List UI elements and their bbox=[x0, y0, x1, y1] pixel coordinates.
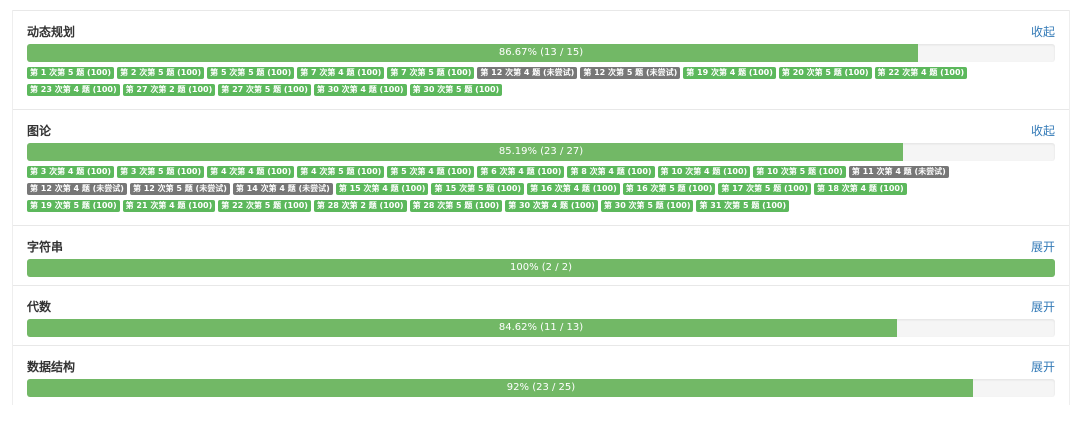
problem-badge[interactable]: 第 4 次第 5 题 (100) bbox=[297, 166, 385, 178]
problem-badge[interactable]: 第 16 次第 5 题 (100) bbox=[622, 183, 716, 195]
progress-label: 84.62% (11 / 13) bbox=[498, 322, 584, 333]
problem-badge[interactable]: 第 22 次第 5 题 (100) bbox=[218, 200, 311, 212]
progress-label: 86.67% (13 / 15) bbox=[498, 47, 584, 58]
progress-fill bbox=[27, 319, 897, 337]
problem-badge[interactable]: 第 18 次第 4 题 (100) bbox=[814, 183, 907, 195]
problem-badge[interactable]: 第 3 次第 4 题 (100) bbox=[27, 166, 115, 178]
problem-badge[interactable]: 第 19 次第 5 题 (100) bbox=[27, 200, 120, 212]
progress-fill bbox=[27, 143, 903, 161]
progress-label: 85.19% (23 / 27) bbox=[498, 146, 584, 157]
problem-badge[interactable]: 第 30 次第 5 题 (100) bbox=[600, 200, 694, 212]
problem-badge[interactable]: 第 28 次第 5 题 (100) bbox=[409, 200, 503, 212]
section-header: 字符串 展开 bbox=[27, 236, 1055, 256]
progress-bar: 86.67% (13 / 15) bbox=[27, 44, 1055, 62]
problem-badge[interactable]: 第 5 次第 4 题 (100) bbox=[387, 166, 475, 178]
problem-badge[interactable]: 第 30 次第 4 题 (100) bbox=[505, 200, 598, 212]
problem-badges: 第 3 次第 4 题 (100) 第 3 次第 5 题 (100) 第 4 次第 4… bbox=[27, 166, 1055, 217]
section-title: 字符串 bbox=[27, 239, 64, 254]
problem-badge[interactable]: 第 11 次第 4 题 (未尝试) bbox=[848, 166, 949, 178]
progress-label: 100% (2 / 2) bbox=[509, 262, 573, 273]
problem-badge[interactable]: 第 2 次第 5 题 (100) bbox=[117, 67, 205, 79]
section-header: 数据结构 展开 bbox=[27, 356, 1055, 376]
progress-bar: 92% (23 / 25) bbox=[27, 379, 1055, 397]
problem-badge[interactable]: 第 8 次第 4 题 (100) bbox=[567, 166, 655, 178]
progress-bar: 85.19% (23 / 27) bbox=[27, 143, 1055, 161]
problem-badge[interactable]: 第 1 次第 5 题 (100) bbox=[27, 67, 115, 79]
problem-badge[interactable]: 第 6 次第 4 题 (100) bbox=[477, 166, 565, 178]
toggle-link[interactable]: 收起 bbox=[1030, 24, 1055, 39]
problem-badge[interactable]: 第 3 次第 5 题 (100) bbox=[117, 166, 205, 178]
problem-badge[interactable]: 第 27 次第 2 题 (100) bbox=[122, 84, 216, 96]
section-header: 图论 收起 bbox=[27, 120, 1055, 140]
progress-label: 92% (23 / 25) bbox=[506, 382, 576, 393]
problem-badge[interactable]: 第 23 次第 4 题 (100) bbox=[27, 84, 120, 96]
problem-badge[interactable]: 第 15 次第 5 题 (100) bbox=[431, 183, 525, 195]
toggle-link[interactable]: 展开 bbox=[1030, 239, 1055, 254]
topic-section: 数据结构 展开 92% (23 / 25) bbox=[13, 345, 1069, 405]
problem-badge[interactable]: 第 16 次第 4 题 (100) bbox=[527, 183, 620, 195]
progress-fill bbox=[27, 259, 1055, 277]
topic-section: 图论 收起 85.19% (23 / 27) 第 3 次第 4 题 (100) 第 … bbox=[13, 109, 1069, 225]
progress-fill bbox=[27, 379, 973, 397]
problem-badges: 第 1 次第 5 题 (100) 第 2 次第 5 题 (100) 第 5 次第 5… bbox=[27, 67, 1055, 101]
problem-badge[interactable]: 第 12 次第 5 题 (未尝试) bbox=[580, 67, 681, 79]
section-header: 代数 展开 bbox=[27, 296, 1055, 316]
section-header: 动态规划 收起 bbox=[27, 21, 1055, 41]
problem-badge[interactable]: 第 15 次第 4 题 (100) bbox=[335, 183, 429, 195]
problem-badge[interactable]: 第 21 次第 4 题 (100) bbox=[122, 200, 216, 212]
problem-badge[interactable]: 第 17 次第 5 题 (100) bbox=[718, 183, 812, 195]
problem-badge[interactable]: 第 22 次第 4 题 (100) bbox=[874, 67, 968, 79]
toggle-link[interactable]: 收起 bbox=[1030, 123, 1055, 138]
problem-badge[interactable]: 第 12 次第 4 题 (未尝试) bbox=[477, 67, 578, 79]
topic-progress-list: 动态规划 收起 86.67% (13 / 15) 第 1 次第 5 题 (100)… bbox=[12, 10, 1070, 405]
problem-badge[interactable]: 第 12 次第 5 题 (未尝试) bbox=[129, 183, 230, 195]
problem-badge[interactable]: 第 28 次第 2 题 (100) bbox=[313, 200, 407, 212]
problem-badge[interactable]: 第 14 次第 4 题 (未尝试) bbox=[232, 183, 333, 195]
section-title: 数据结构 bbox=[27, 359, 76, 374]
toggle-link[interactable]: 展开 bbox=[1030, 359, 1055, 374]
topic-section: 代数 展开 84.62% (11 / 13) bbox=[13, 285, 1069, 345]
toggle-link[interactable]: 展开 bbox=[1030, 299, 1055, 314]
problem-badge[interactable]: 第 5 次第 5 题 (100) bbox=[207, 67, 295, 79]
problem-badge[interactable]: 第 7 次第 4 题 (100) bbox=[297, 67, 385, 79]
problem-badge[interactable]: 第 30 次第 4 题 (100) bbox=[313, 84, 407, 96]
problem-badge[interactable]: 第 4 次第 4 题 (100) bbox=[207, 166, 295, 178]
problem-badge[interactable]: 第 10 次第 5 题 (100) bbox=[753, 166, 846, 178]
section-title: 代数 bbox=[27, 299, 52, 314]
problem-badge[interactable]: 第 12 次第 4 题 (未尝试) bbox=[27, 183, 127, 195]
problem-badge[interactable]: 第 19 次第 4 题 (100) bbox=[683, 67, 776, 79]
progress-bar: 84.62% (11 / 13) bbox=[27, 319, 1055, 337]
problem-badge[interactable]: 第 7 次第 5 题 (100) bbox=[387, 67, 475, 79]
section-title: 动态规划 bbox=[27, 24, 76, 39]
problem-badge[interactable]: 第 27 次第 5 题 (100) bbox=[218, 84, 311, 96]
problem-badge[interactable]: 第 20 次第 5 题 (100) bbox=[778, 67, 872, 79]
problem-badge[interactable]: 第 10 次第 4 题 (100) bbox=[657, 166, 751, 178]
progress-bar: 100% (2 / 2) bbox=[27, 259, 1055, 277]
problem-badge[interactable]: 第 30 次第 5 题 (100) bbox=[409, 84, 503, 96]
problem-badge[interactable]: 第 31 次第 5 题 (100) bbox=[696, 200, 790, 212]
section-title: 图论 bbox=[27, 123, 52, 138]
progress-fill bbox=[27, 44, 918, 62]
topic-section: 字符串 展开 100% (2 / 2) bbox=[13, 225, 1069, 285]
topic-section: 动态规划 收起 86.67% (13 / 15) 第 1 次第 5 题 (100)… bbox=[13, 10, 1069, 109]
